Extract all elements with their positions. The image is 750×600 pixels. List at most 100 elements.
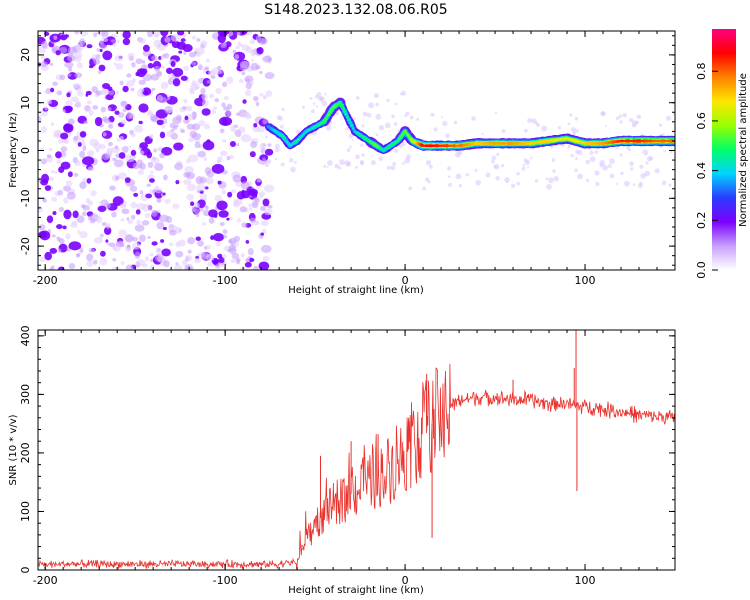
noise-blob xyxy=(141,59,146,64)
noise-blob xyxy=(120,218,125,222)
fringe-blob xyxy=(316,92,322,97)
fringe-blob xyxy=(663,149,666,153)
noise-blob xyxy=(119,111,125,118)
noise-blob xyxy=(41,173,50,184)
noise-blob xyxy=(221,102,226,108)
noise-blob xyxy=(161,124,166,129)
fringe-blob xyxy=(620,171,624,176)
noise-blob xyxy=(95,215,103,224)
noise-blob xyxy=(109,185,116,191)
noise-blob xyxy=(56,237,62,242)
fringe-blob xyxy=(344,160,350,166)
ridge-mark xyxy=(347,118,351,122)
ridge-mark xyxy=(402,132,405,135)
noise-blob xyxy=(156,221,165,230)
noise-blob xyxy=(168,242,174,247)
noise-blob xyxy=(50,122,55,127)
noise-blob xyxy=(76,47,82,53)
fringe-blob xyxy=(589,150,594,155)
noise-blob xyxy=(203,123,211,130)
noise-blob xyxy=(113,159,124,168)
fringe-blob xyxy=(646,156,652,162)
fringe-blob xyxy=(628,148,632,152)
noise-blob xyxy=(108,124,114,129)
snr-series-line xyxy=(38,363,675,570)
fringe-blob xyxy=(310,109,315,114)
noise-blob xyxy=(65,233,71,240)
noise-blob xyxy=(222,121,228,126)
fringe-blob xyxy=(557,125,562,130)
noise-blob xyxy=(46,99,53,105)
noise-blob xyxy=(63,209,72,220)
snr-ylabel: SNR (10 * v/v) xyxy=(8,414,19,485)
noise-blob xyxy=(216,159,221,164)
noise-blob xyxy=(82,211,87,217)
noise-blob xyxy=(201,108,211,116)
noise-blob xyxy=(185,158,191,164)
noise-blob xyxy=(162,226,167,231)
noise-blob xyxy=(183,179,192,186)
noise-blob xyxy=(119,203,127,209)
noise-blob xyxy=(136,219,142,226)
fringe-blob xyxy=(601,111,606,116)
fringe-blob xyxy=(386,165,391,170)
noise-blob xyxy=(262,228,267,234)
noise-blob xyxy=(220,31,228,37)
noise-blob xyxy=(212,106,218,110)
noise-blob xyxy=(197,78,203,85)
noise-blob xyxy=(97,205,107,212)
noise-blob xyxy=(139,162,146,170)
fringe-blob xyxy=(453,120,458,125)
noise-blob xyxy=(53,35,58,40)
noise-blob xyxy=(87,215,93,221)
noise-blob xyxy=(235,45,240,50)
ridge-mark xyxy=(403,129,407,133)
colorbar-tick-label: 0.8 xyxy=(695,62,708,80)
noise-blob xyxy=(241,71,246,76)
noise-blob xyxy=(160,81,169,90)
fringe-blob xyxy=(261,163,265,166)
noise-blob xyxy=(120,146,128,152)
fringe-blob xyxy=(594,150,599,154)
noise-blob xyxy=(191,35,197,40)
noise-blob xyxy=(149,252,154,257)
noise-blob xyxy=(151,209,158,217)
fringe-blob xyxy=(275,147,280,153)
noise-blob xyxy=(77,141,82,147)
noise-blob xyxy=(82,145,87,151)
noise-blob xyxy=(108,242,115,248)
fringe-blob xyxy=(630,167,634,171)
noise-blob xyxy=(112,42,117,47)
noise-blob xyxy=(164,52,170,59)
noise-blob xyxy=(260,220,269,227)
noise-blob xyxy=(111,211,117,218)
noise-blob xyxy=(135,209,141,215)
noise-blob xyxy=(211,109,216,115)
fringe-blob xyxy=(440,116,444,119)
fringe-blob xyxy=(281,107,285,112)
noise-blob xyxy=(245,89,252,97)
noise-blob xyxy=(202,77,211,87)
fringe-blob xyxy=(390,165,396,171)
fringe-blob xyxy=(394,102,398,106)
noise-blob xyxy=(44,90,49,95)
snr-plot xyxy=(38,330,675,570)
noise-blob xyxy=(250,141,258,149)
snr-x-tick-label: 100 xyxy=(575,574,596,587)
noise-blob xyxy=(259,93,264,97)
noise-blob xyxy=(229,154,234,159)
noise-blob xyxy=(171,67,184,77)
noise-blob xyxy=(149,170,154,174)
noise-blob xyxy=(93,32,98,38)
fringe-blob xyxy=(378,156,384,161)
noise-blob xyxy=(42,198,47,203)
noise-blob xyxy=(161,248,171,257)
fringe-blob xyxy=(551,158,556,163)
noise-blob xyxy=(192,123,201,131)
noise-blob xyxy=(259,41,263,45)
noise-blob xyxy=(85,90,92,96)
noise-blob xyxy=(131,62,136,68)
noise-blob xyxy=(52,81,59,87)
noise-blob xyxy=(85,197,91,204)
